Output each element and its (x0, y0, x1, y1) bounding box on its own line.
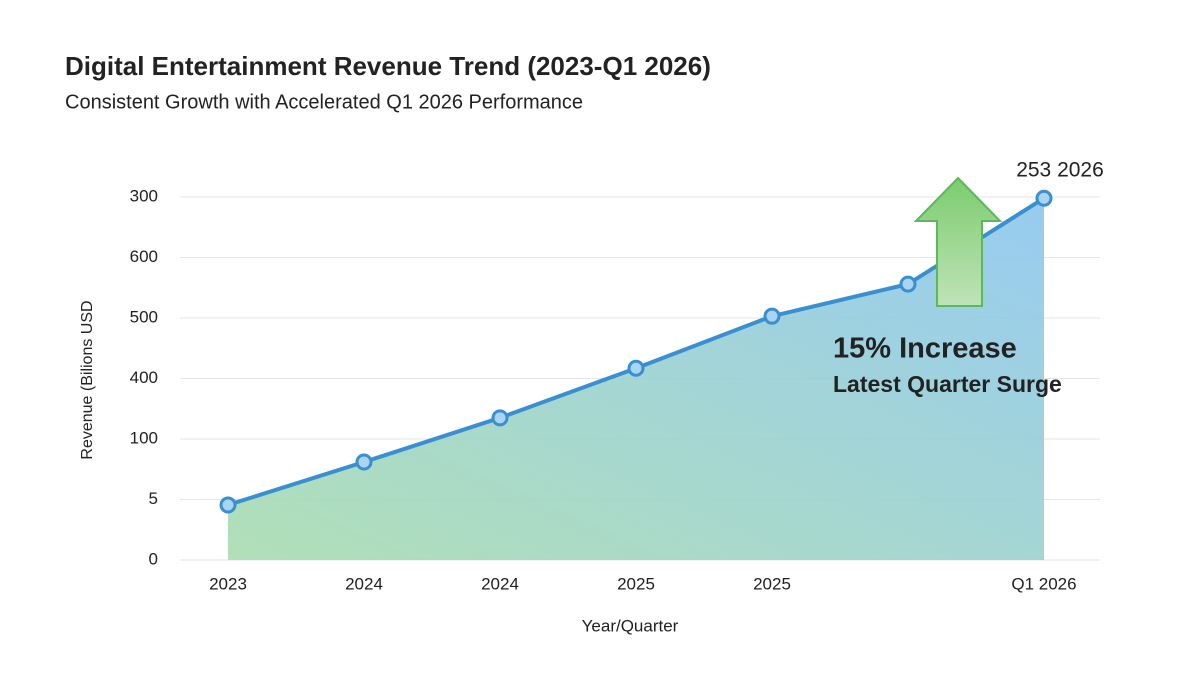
point (219, 496, 237, 514)
annotation-subtitle: Latest Quarter Surge (833, 371, 1062, 397)
y-tick-label: 300 (130, 186, 158, 205)
y-tick-label: 500 (130, 307, 158, 326)
x-tick-label: 2025 (617, 574, 655, 593)
point (491, 409, 509, 427)
x-tick-label: 2025 (753, 574, 791, 593)
up-arrow (913, 176, 1003, 307)
x-tick-label: Q1 2026 (1011, 574, 1076, 593)
x-axis-title: Year/Quarter (582, 616, 679, 635)
x-tick-label: 2023 (209, 574, 247, 593)
chart-title: Digital Entertainment Revenue Trend (202… (65, 51, 711, 81)
y-tick-label: 0 (149, 549, 158, 568)
y-tick-label: 600 (130, 247, 158, 266)
area (228, 198, 1044, 560)
y-tick-label: 400 (130, 368, 158, 387)
point (355, 453, 373, 471)
point (1035, 189, 1053, 207)
x-tick-label: 2024 (481, 574, 519, 593)
annotation-title: 15% Increase (833, 333, 1017, 365)
point (763, 307, 781, 325)
chart-subtitle: Consistent Growth with Accelerated Q1 20… (65, 91, 583, 113)
y-tick-label: 100 (130, 428, 158, 447)
x-tick-label: 2024 (345, 574, 383, 593)
point-label: 253 2026 (1016, 159, 1104, 182)
y-tick-label: 5 (149, 489, 158, 508)
point (899, 275, 917, 293)
y-axis-title: Revenue (Bilions USD (79, 300, 96, 459)
point (627, 359, 645, 377)
